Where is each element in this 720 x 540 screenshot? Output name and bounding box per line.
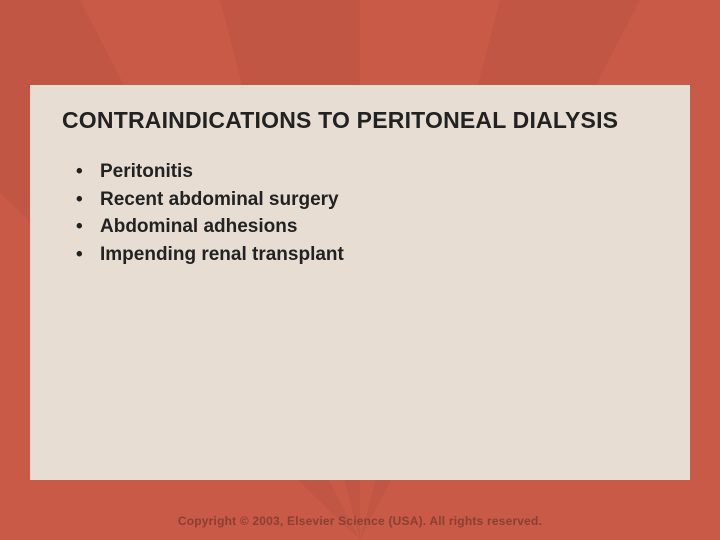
list-item: Peritonitis [76, 158, 658, 186]
list-item: Recent abdominal surgery [76, 186, 658, 214]
list-item: Impending renal transplant [76, 241, 658, 269]
content-panel: CONTRAINDICATIONS TO PERITONEAL DIALYSIS… [30, 85, 690, 480]
slide-title: CONTRAINDICATIONS TO PERITONEAL DIALYSIS [62, 107, 658, 134]
bullet-list: Peritonitis Recent abdominal surgery Abd… [62, 158, 658, 268]
list-item: Abdominal adhesions [76, 213, 658, 241]
slide: CONTRAINDICATIONS TO PERITONEAL DIALYSIS… [0, 0, 720, 540]
copyright-footer: Copyright © 2003, Elsevier Science (USA)… [0, 514, 720, 528]
